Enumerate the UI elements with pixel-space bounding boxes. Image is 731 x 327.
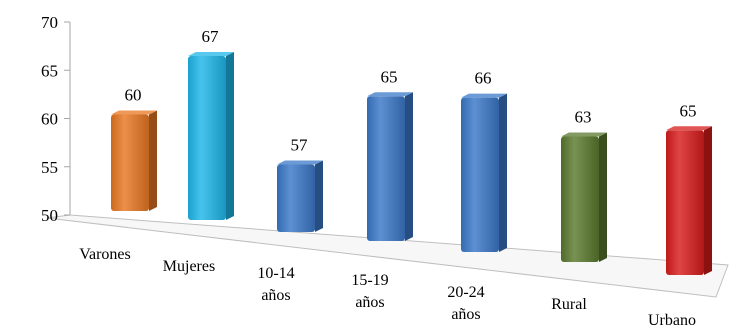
bar-top <box>666 126 712 131</box>
bar-front <box>561 136 599 262</box>
bar-front <box>367 96 405 241</box>
data-label: 60 <box>125 86 142 105</box>
bar-5 <box>561 132 607 262</box>
x-category-label: Rural <box>551 296 587 313</box>
x-category-label: 10-14 años <box>257 265 294 304</box>
bar-6 <box>666 126 712 275</box>
x-category-label: 20-24 años <box>447 284 484 323</box>
bar-front <box>277 164 315 232</box>
bar-0 <box>111 110 157 211</box>
data-label: 65 <box>680 101 697 120</box>
y-tick-label: 50 <box>41 206 58 225</box>
bar-side <box>226 51 234 221</box>
bar-2 <box>277 160 323 232</box>
y-tick-label: 60 <box>41 110 58 129</box>
x-category-label: Varones <box>79 246 131 263</box>
bar-side <box>704 126 712 275</box>
bar-side <box>315 160 323 232</box>
bar-top <box>111 110 157 115</box>
bar-front <box>188 55 226 221</box>
x-category-label: 15-19 años <box>351 272 388 311</box>
data-label: 65 <box>381 67 398 86</box>
labels-layer: 50 55 60 65 70 60 Varones 67 Mujeres 57 10-14 años 6… <box>41 13 697 327</box>
data-label: 57 <box>291 135 309 154</box>
bar-top <box>461 93 507 98</box>
bar-front <box>666 130 704 275</box>
x-category-label: Urbano <box>648 312 696 327</box>
bar-front <box>461 97 499 252</box>
data-label: 67 <box>202 27 220 46</box>
chart-floor <box>46 214 729 298</box>
bar-4 <box>461 93 507 252</box>
bar-side <box>405 92 413 241</box>
bar-top <box>188 51 234 56</box>
y-tick-label: 55 <box>41 158 58 177</box>
x-category-label: Mujeres <box>163 258 215 275</box>
bar-front <box>111 114 149 211</box>
y-tick-label: 65 <box>41 61 58 80</box>
bars-layer <box>111 51 712 275</box>
bar-3 <box>367 92 413 241</box>
bar-side <box>149 110 157 211</box>
bar-side <box>599 132 607 262</box>
bar-side <box>499 93 507 252</box>
y-tick-label: 70 <box>41 13 58 32</box>
bar-1 <box>188 51 234 221</box>
bar-top <box>561 132 607 137</box>
data-label: 66 <box>475 69 492 88</box>
bar-top <box>277 160 323 165</box>
data-label: 63 <box>575 108 592 127</box>
bar-top <box>367 92 413 97</box>
axis-layer <box>46 21 729 298</box>
